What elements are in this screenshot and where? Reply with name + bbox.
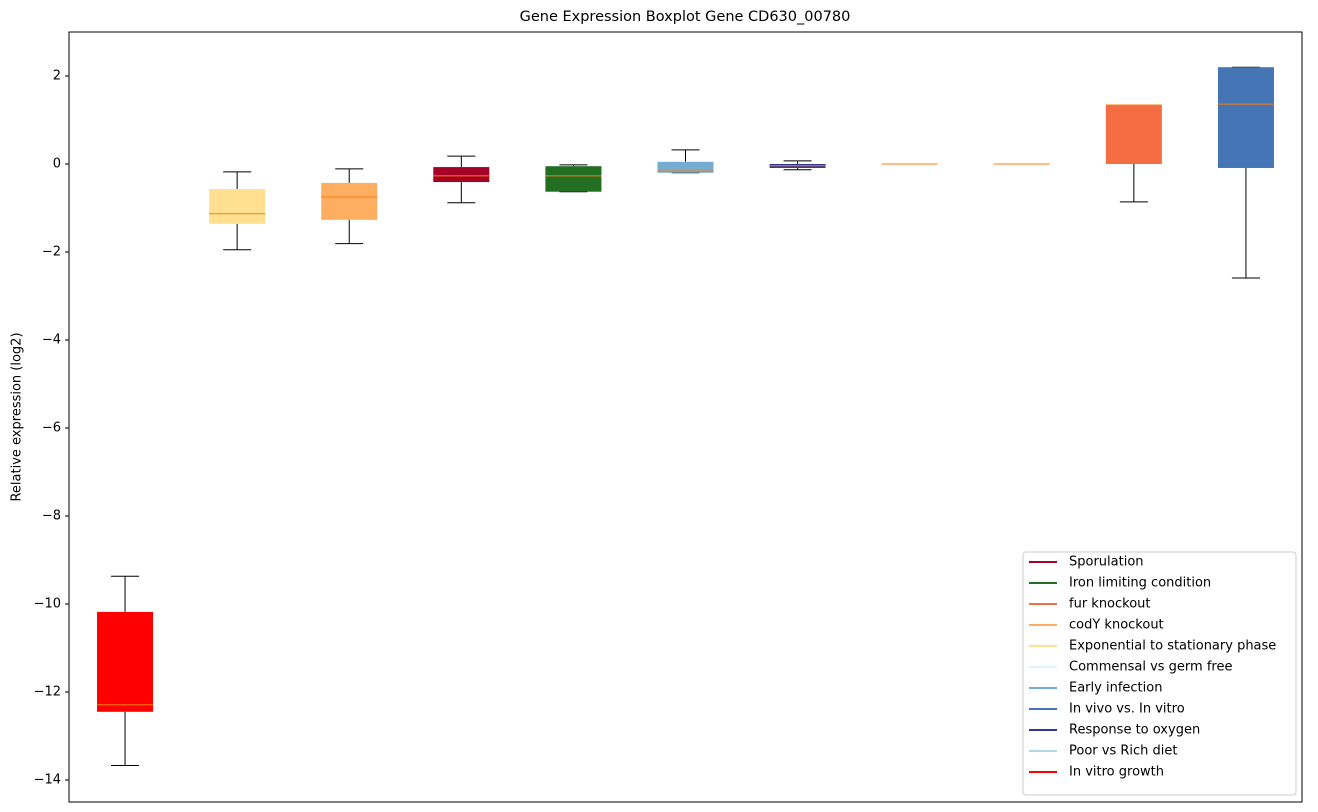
box xyxy=(1105,105,1162,164)
y-tick-label: −12 xyxy=(34,685,61,700)
box xyxy=(433,167,490,183)
y-tick-label: −8 xyxy=(42,509,61,524)
y-tick-label: −4 xyxy=(42,333,61,348)
box-group xyxy=(97,575,154,766)
legend: Sporulation Iron limiting condition fur kn… xyxy=(1022,551,1297,796)
box xyxy=(545,166,602,192)
box xyxy=(97,611,154,712)
box-group xyxy=(657,149,714,174)
box xyxy=(209,189,266,224)
box-group xyxy=(1217,66,1274,279)
legend-label: fur knockout xyxy=(1069,597,1151,612)
y-tick-label: 2 xyxy=(53,69,61,84)
box-group xyxy=(545,164,602,193)
legend-label: codY knockout xyxy=(1069,618,1164,633)
box-group xyxy=(1105,104,1162,203)
y-axis-label: Relative expression (log2) xyxy=(10,332,25,501)
legend-label: Exponential to stationary phase xyxy=(1069,639,1276,654)
y-tick-label: −2 xyxy=(42,245,61,260)
legend-label: Response to oxygen xyxy=(1069,723,1200,738)
legend-label: Commensal vs germ free xyxy=(1069,660,1232,675)
legend-label: Iron limiting condition xyxy=(1069,576,1211,591)
y-tick-label: −10 xyxy=(34,597,61,612)
legend-label: Sporulation xyxy=(1069,555,1144,570)
box xyxy=(321,182,378,220)
box-group xyxy=(321,168,378,245)
box xyxy=(657,161,714,173)
legend-label: Poor vs Rich diet xyxy=(1069,744,1177,759)
legend-label: In vitro growth xyxy=(1069,765,1164,780)
chart-title: Gene Expression Boxplot Gene CD630_00780 xyxy=(520,9,851,25)
box-group xyxy=(433,155,490,204)
legend-label: In vivo vs. In vitro xyxy=(1069,702,1185,717)
y-tick-label: 0 xyxy=(53,157,61,172)
box xyxy=(1217,67,1274,168)
y-tick-label: −6 xyxy=(42,421,61,436)
box-group xyxy=(209,171,266,251)
legend-label: Early infection xyxy=(1069,681,1162,696)
legend-frame xyxy=(1022,551,1297,796)
box-group xyxy=(769,160,826,171)
plot-frame xyxy=(68,31,1303,803)
y-tick-label: −14 xyxy=(34,773,61,788)
